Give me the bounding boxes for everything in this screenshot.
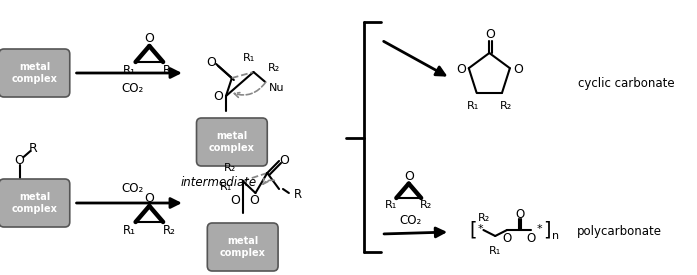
- Text: *: *: [477, 224, 483, 234]
- Text: R₁: R₁: [466, 101, 479, 111]
- Text: R₂: R₂: [224, 163, 236, 173]
- FancyBboxPatch shape: [0, 49, 70, 97]
- Text: O: O: [456, 63, 466, 76]
- Text: R₂: R₂: [500, 101, 512, 111]
- Text: metal
complex: metal complex: [209, 131, 255, 153]
- Text: O: O: [526, 232, 535, 244]
- Text: O: O: [515, 208, 524, 221]
- Text: O: O: [15, 153, 24, 166]
- Text: intermediate: intermediate: [181, 175, 257, 188]
- Text: O: O: [279, 153, 289, 166]
- Text: metal
complex: metal complex: [11, 62, 57, 84]
- Text: O: O: [206, 56, 216, 70]
- Text: cyclic carbonate: cyclic carbonate: [578, 76, 675, 89]
- Text: CO₂: CO₂: [121, 81, 144, 95]
- Text: O: O: [144, 192, 154, 205]
- Text: O: O: [485, 29, 496, 42]
- Text: R₂: R₂: [420, 200, 433, 210]
- Text: ]: ]: [544, 221, 551, 240]
- Text: O: O: [250, 194, 259, 208]
- Text: R₁: R₁: [243, 53, 254, 63]
- FancyBboxPatch shape: [0, 179, 70, 227]
- Text: O: O: [513, 63, 523, 76]
- Text: R₁: R₁: [385, 200, 397, 210]
- Text: Nu: Nu: [269, 83, 285, 93]
- Text: R: R: [29, 142, 38, 155]
- Text: *: *: [537, 224, 542, 234]
- Text: R₂: R₂: [162, 64, 176, 76]
- Text: R₁: R₁: [220, 182, 232, 192]
- Text: [: [: [470, 221, 477, 240]
- Text: n: n: [551, 231, 559, 241]
- Text: metal
complex: metal complex: [11, 192, 57, 214]
- Text: O: O: [503, 232, 512, 244]
- Text: R₁: R₁: [123, 64, 136, 76]
- Text: CO₂: CO₂: [399, 213, 422, 227]
- Text: O: O: [230, 194, 240, 208]
- FancyBboxPatch shape: [207, 223, 278, 271]
- Text: O: O: [213, 90, 223, 103]
- Text: R: R: [293, 188, 302, 200]
- Text: R₂: R₂: [162, 224, 176, 236]
- Text: O: O: [144, 32, 154, 45]
- Text: polycarbonate: polycarbonate: [577, 226, 661, 238]
- Text: metal
complex: metal complex: [220, 236, 266, 258]
- Text: O: O: [404, 170, 414, 183]
- Text: R₂: R₂: [478, 213, 491, 223]
- Text: R₁: R₁: [123, 224, 136, 236]
- Text: R₂: R₂: [268, 63, 280, 73]
- Text: CO₂: CO₂: [121, 182, 144, 194]
- Text: R₁: R₁: [489, 246, 501, 256]
- FancyBboxPatch shape: [197, 118, 267, 166]
